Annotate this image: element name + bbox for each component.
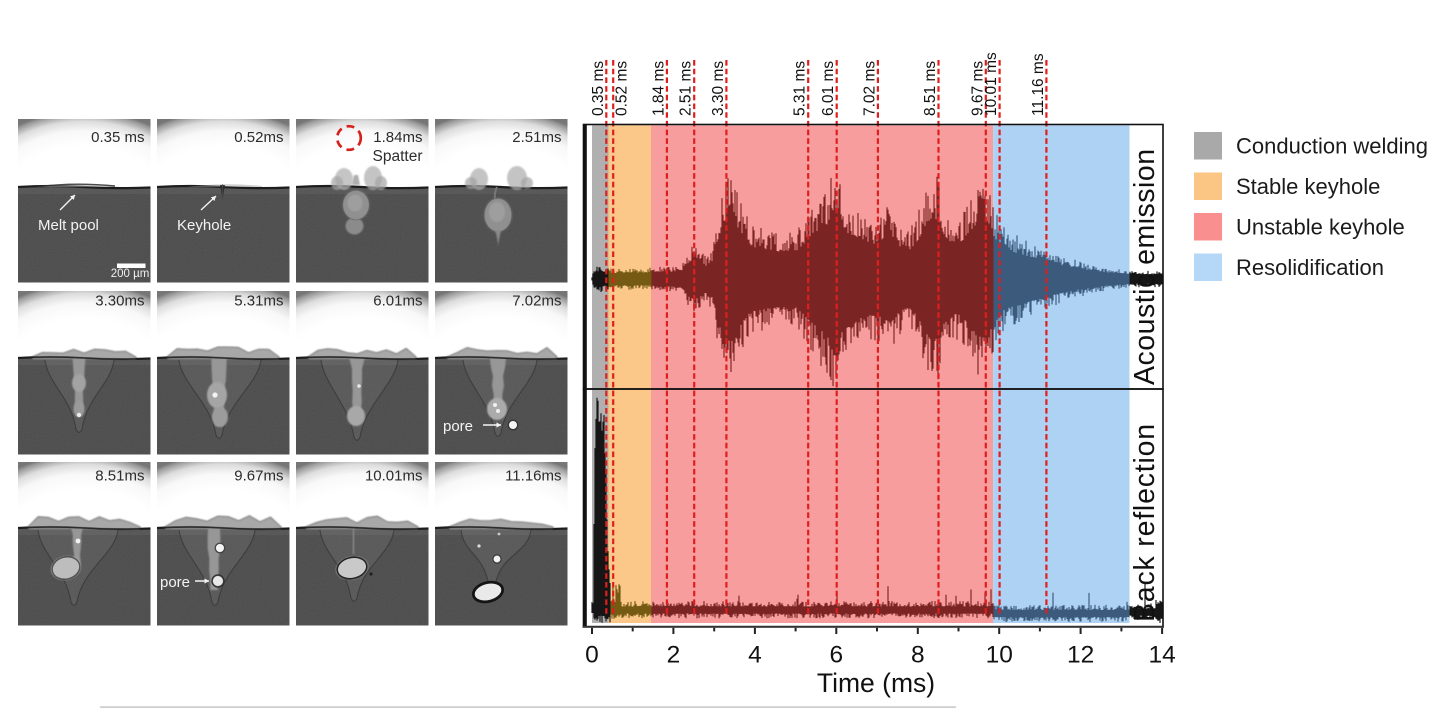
svg-text:7.02ms: 7.02ms — [512, 293, 561, 310]
svg-text:10.01 ms: 10.01 ms — [983, 52, 1000, 116]
svg-text:0.35 ms: 0.35 ms — [91, 129, 144, 146]
svg-text:Acoustic emission: Acoustic emission — [1129, 148, 1161, 385]
svg-text:Spatter: Spatter — [373, 148, 423, 165]
svg-text:2.51ms: 2.51ms — [512, 129, 561, 146]
svg-text:10: 10 — [986, 642, 1013, 669]
svg-text:Back reflection: Back reflection — [1129, 423, 1161, 622]
svg-text:200 µm: 200 µm — [111, 268, 150, 280]
svg-text:1.84 ms: 1.84 ms — [650, 61, 667, 116]
svg-text:0.35 ms: 0.35 ms — [590, 61, 607, 116]
svg-text:Melt pool: Melt pool — [38, 217, 99, 234]
svg-text:2: 2 — [667, 642, 681, 669]
svg-text:pore: pore — [443, 418, 473, 435]
svg-text:10.01ms: 10.01ms — [365, 468, 423, 485]
svg-text:Unstable keyhole: Unstable keyhole — [1236, 215, 1405, 240]
svg-text:5.31 ms: 5.31 ms — [792, 61, 809, 116]
svg-text:0.52ms: 0.52ms — [234, 129, 283, 146]
svg-text:14: 14 — [1148, 642, 1175, 669]
svg-text:7.02 ms: 7.02 ms — [861, 61, 878, 116]
svg-text:Conduction welding: Conduction welding — [1236, 134, 1428, 159]
svg-text:12: 12 — [1067, 642, 1094, 669]
svg-text:9.67ms: 9.67ms — [234, 468, 283, 485]
svg-text:1.84ms: 1.84ms — [373, 129, 422, 146]
svg-text:3.30 ms: 3.30 ms — [710, 61, 727, 116]
svg-text:5.31ms: 5.31ms — [234, 293, 283, 310]
svg-text:2.51 ms: 2.51 ms — [678, 61, 695, 116]
svg-text:Keyhole: Keyhole — [177, 217, 231, 234]
svg-text:8: 8 — [911, 642, 925, 669]
svg-text:6.01 ms: 6.01 ms — [820, 61, 837, 116]
svg-text:pore: pore — [160, 574, 190, 591]
svg-text:8.51ms: 8.51ms — [95, 468, 144, 485]
svg-text:4: 4 — [748, 642, 762, 669]
svg-text:0: 0 — [585, 642, 599, 669]
svg-text:11.16 ms: 11.16 ms — [1030, 53, 1047, 116]
svg-text:Time (ms): Time (ms) — [817, 668, 935, 698]
svg-text:6: 6 — [829, 642, 843, 669]
svg-text:11.16ms: 11.16ms — [505, 468, 561, 485]
svg-text:Stable keyhole: Stable keyhole — [1236, 174, 1380, 199]
svg-text:3.30ms: 3.30ms — [95, 293, 144, 310]
svg-text:0.52 ms: 0.52 ms — [614, 61, 631, 116]
svg-text:6.01ms: 6.01ms — [373, 293, 422, 310]
svg-text:8.51 ms: 8.51 ms — [922, 61, 939, 116]
svg-text:9.67 ms: 9.67 ms — [969, 61, 986, 116]
svg-text:Resolidification: Resolidification — [1236, 255, 1384, 280]
